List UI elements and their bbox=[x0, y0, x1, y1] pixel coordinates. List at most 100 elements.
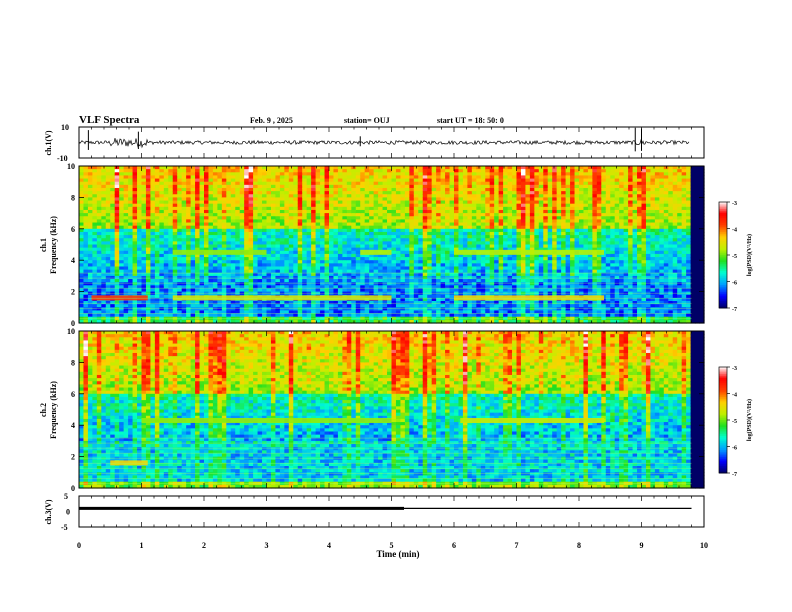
spec-cell bbox=[257, 301, 263, 305]
spec-cell bbox=[79, 285, 85, 290]
spec-cell bbox=[132, 231, 138, 236]
spec-cell bbox=[239, 266, 245, 271]
spec-cell bbox=[159, 222, 165, 227]
spec-cell bbox=[235, 172, 241, 177]
spec-cell bbox=[195, 272, 201, 277]
spec-cell bbox=[235, 266, 241, 271]
spec-cell bbox=[190, 247, 196, 252]
spec-cell bbox=[279, 266, 285, 271]
spec-cell bbox=[154, 181, 160, 186]
spec-cell bbox=[145, 263, 152, 268]
spec-cell bbox=[105, 291, 111, 296]
spec-cell bbox=[114, 209, 120, 214]
spec-cell bbox=[253, 279, 259, 283]
spec-cell bbox=[172, 272, 178, 277]
spec-cell bbox=[163, 304, 169, 308]
spec-cell bbox=[230, 304, 236, 308]
spec-cell bbox=[195, 228, 201, 233]
spec-cell bbox=[257, 187, 263, 192]
spec-cell bbox=[132, 269, 138, 274]
spec-cell bbox=[230, 191, 236, 195]
spec-cell bbox=[159, 307, 165, 312]
spec-cell bbox=[217, 178, 223, 183]
spec-cell bbox=[257, 219, 263, 224]
spec-cell bbox=[96, 269, 102, 274]
spec-cell bbox=[212, 225, 218, 230]
spec-cell bbox=[101, 279, 107, 283]
spec-cell bbox=[163, 244, 169, 249]
spec-cell bbox=[154, 307, 160, 312]
spec-cell bbox=[92, 257, 98, 261]
spec-cell bbox=[190, 181, 196, 186]
spec-cell bbox=[141, 319, 147, 324]
spec-cell bbox=[114, 191, 120, 195]
spec-cell bbox=[145, 253, 152, 258]
spec-cell bbox=[168, 222, 174, 227]
spec-cell bbox=[159, 187, 165, 192]
spec-cell bbox=[270, 288, 277, 293]
spec-cell bbox=[235, 231, 241, 236]
ch1-waveform-frame bbox=[78, 126, 705, 159]
spec-cell bbox=[186, 178, 192, 183]
spec-cell bbox=[110, 222, 116, 227]
spec-cell bbox=[253, 238, 259, 242]
spec-cell bbox=[230, 209, 236, 214]
spec-cell bbox=[159, 197, 165, 202]
spec-cell bbox=[208, 319, 214, 324]
spec-cell bbox=[195, 316, 201, 321]
spec-cell bbox=[163, 310, 169, 315]
spec-cell bbox=[114, 194, 120, 198]
spec-cell bbox=[212, 288, 218, 293]
spec-cell bbox=[208, 257, 214, 261]
spec-cell bbox=[79, 282, 85, 286]
spec-cell bbox=[137, 200, 143, 205]
spec-cell bbox=[186, 241, 192, 246]
spec-cell bbox=[217, 253, 223, 258]
spec-cell bbox=[262, 222, 268, 227]
spec-cell bbox=[132, 222, 138, 227]
spec-cell bbox=[137, 244, 143, 249]
spec-cell bbox=[83, 279, 89, 283]
spec-cell bbox=[253, 184, 259, 189]
spec-cell bbox=[105, 209, 111, 214]
spec-cell bbox=[132, 194, 138, 198]
spec-cell bbox=[137, 175, 143, 180]
spec-cell bbox=[83, 316, 89, 321]
spec-cell bbox=[110, 313, 116, 318]
spec-cell bbox=[145, 178, 152, 183]
spec-cell bbox=[275, 266, 281, 271]
spec-cell bbox=[275, 257, 281, 261]
spec-cell bbox=[87, 282, 93, 286]
spec-cell bbox=[83, 238, 89, 242]
spec-cell bbox=[279, 222, 285, 227]
spec-cell bbox=[105, 187, 111, 192]
spec-cell bbox=[244, 244, 250, 249]
ch1-ylabel: ch.1(V) bbox=[44, 130, 53, 155]
spec-cell bbox=[204, 244, 210, 249]
spec-cell bbox=[212, 275, 218, 280]
spec-cell bbox=[248, 307, 254, 312]
spec-cell bbox=[87, 203, 93, 208]
spec-cell bbox=[159, 241, 165, 246]
spec-cell bbox=[190, 319, 196, 324]
spec-cell bbox=[230, 263, 236, 268]
spec-cell bbox=[123, 225, 129, 230]
spec-cell bbox=[96, 228, 102, 233]
spec-cell bbox=[101, 257, 107, 261]
spec-cell bbox=[163, 231, 169, 236]
spec-cell bbox=[244, 275, 250, 280]
spec-cell bbox=[257, 184, 263, 189]
spec-cell bbox=[221, 304, 227, 308]
spec-cell bbox=[181, 260, 187, 264]
spec-cell bbox=[284, 260, 290, 264]
spec-cell bbox=[204, 175, 210, 180]
spec-cell bbox=[92, 169, 98, 173]
spec-cell bbox=[168, 266, 174, 271]
spec-cell bbox=[132, 250, 138, 255]
spec-cell bbox=[105, 191, 111, 195]
spec-cell bbox=[177, 200, 183, 205]
spec-cell bbox=[221, 175, 227, 180]
spec-cell bbox=[79, 178, 85, 183]
spec-cell bbox=[132, 206, 138, 211]
spec-cell bbox=[163, 297, 169, 302]
